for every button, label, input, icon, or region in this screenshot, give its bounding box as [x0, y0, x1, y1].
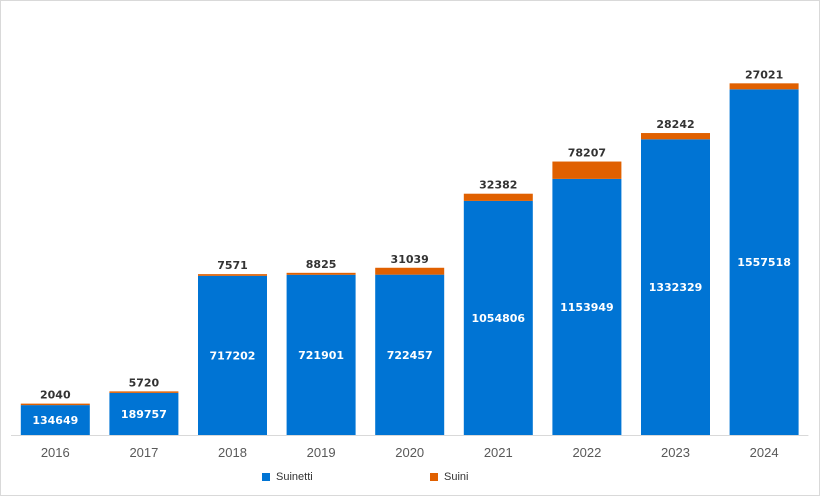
data-label-suini-2024: 27021 [745, 68, 783, 81]
bar-suini-2017 [109, 391, 179, 393]
x-tick-label-2019: 2019 [307, 445, 336, 460]
bar-suini-2018 [198, 274, 267, 276]
data-label-suini-2022: 78207 [568, 147, 606, 160]
x-tick-label-2017: 2017 [129, 445, 158, 460]
data-label-suini-2016: 2040 [40, 389, 71, 402]
bar-suini-2019 [286, 272, 356, 275]
x-tick-label-2016: 2016 [41, 445, 70, 460]
data-label-suinetti-2016: 134649 [32, 414, 78, 427]
bar-suinetti-2018 [198, 275, 267, 435]
data-label-suinetti-2023: 1332329 [649, 281, 703, 294]
bar-suinetti-2021 [463, 200, 533, 435]
bar-suini-2024 [729, 83, 799, 90]
legend-swatch-suini [430, 473, 438, 481]
data-label-suinetti-2022: 1153949 [560, 301, 614, 314]
x-tick-label-2020: 2020 [395, 445, 424, 460]
data-label-suini-2020: 31039 [391, 253, 429, 266]
bar-suini-2016 [20, 403, 90, 406]
x-tick-label-2024: 2024 [750, 445, 779, 460]
bar-suinetti-2017 [109, 392, 179, 435]
data-label-suinetti-2020: 722457 [387, 349, 433, 362]
bar-suinetti-2022 [552, 178, 622, 435]
bar-suinetti-2016 [20, 405, 90, 435]
bar-suini-2020 [375, 267, 445, 275]
bar-suini-2022 [552, 161, 622, 179]
data-label-suini-2023: 28242 [656, 118, 694, 131]
bar-suinetti-2020 [375, 274, 445, 435]
x-tick-label-2021: 2021 [484, 445, 513, 460]
data-label-suinetti-2019: 721901 [298, 349, 344, 362]
legend-label-suinetti: Suinetti [276, 471, 313, 483]
bar-suinetti-2024 [729, 89, 799, 436]
data-label-suinetti-2018: 717202 [210, 349, 256, 362]
data-label-suini-2019: 8825 [306, 258, 337, 271]
legend-swatch-suinetti [262, 473, 270, 481]
x-tick-label-2022: 2022 [572, 445, 601, 460]
data-label-suini-2017: 5720 [129, 376, 160, 389]
legend-item-suini: Suini [430, 471, 468, 483]
bar-suinetti-2019 [286, 274, 356, 435]
legend-label-suini: Suini [444, 471, 469, 483]
data-label-suinetti-2017: 189757 [121, 408, 167, 421]
x-tick-label-2018: 2018 [218, 445, 247, 460]
data-label-suini-2021: 32382 [479, 179, 517, 192]
bar-suinetti-2023 [641, 139, 710, 435]
x-tick-label-2023: 2023 [661, 445, 690, 460]
legend-item-suinetti: Suinetti [262, 471, 313, 483]
data-label-suinetti-2021: 1054806 [472, 312, 526, 325]
data-label-suini-2018: 7571 [217, 259, 248, 272]
bar-suini-2021 [463, 193, 533, 201]
data-label-suinetti-2024: 1557518 [737, 256, 791, 269]
bar-suini-2023 [641, 133, 710, 140]
